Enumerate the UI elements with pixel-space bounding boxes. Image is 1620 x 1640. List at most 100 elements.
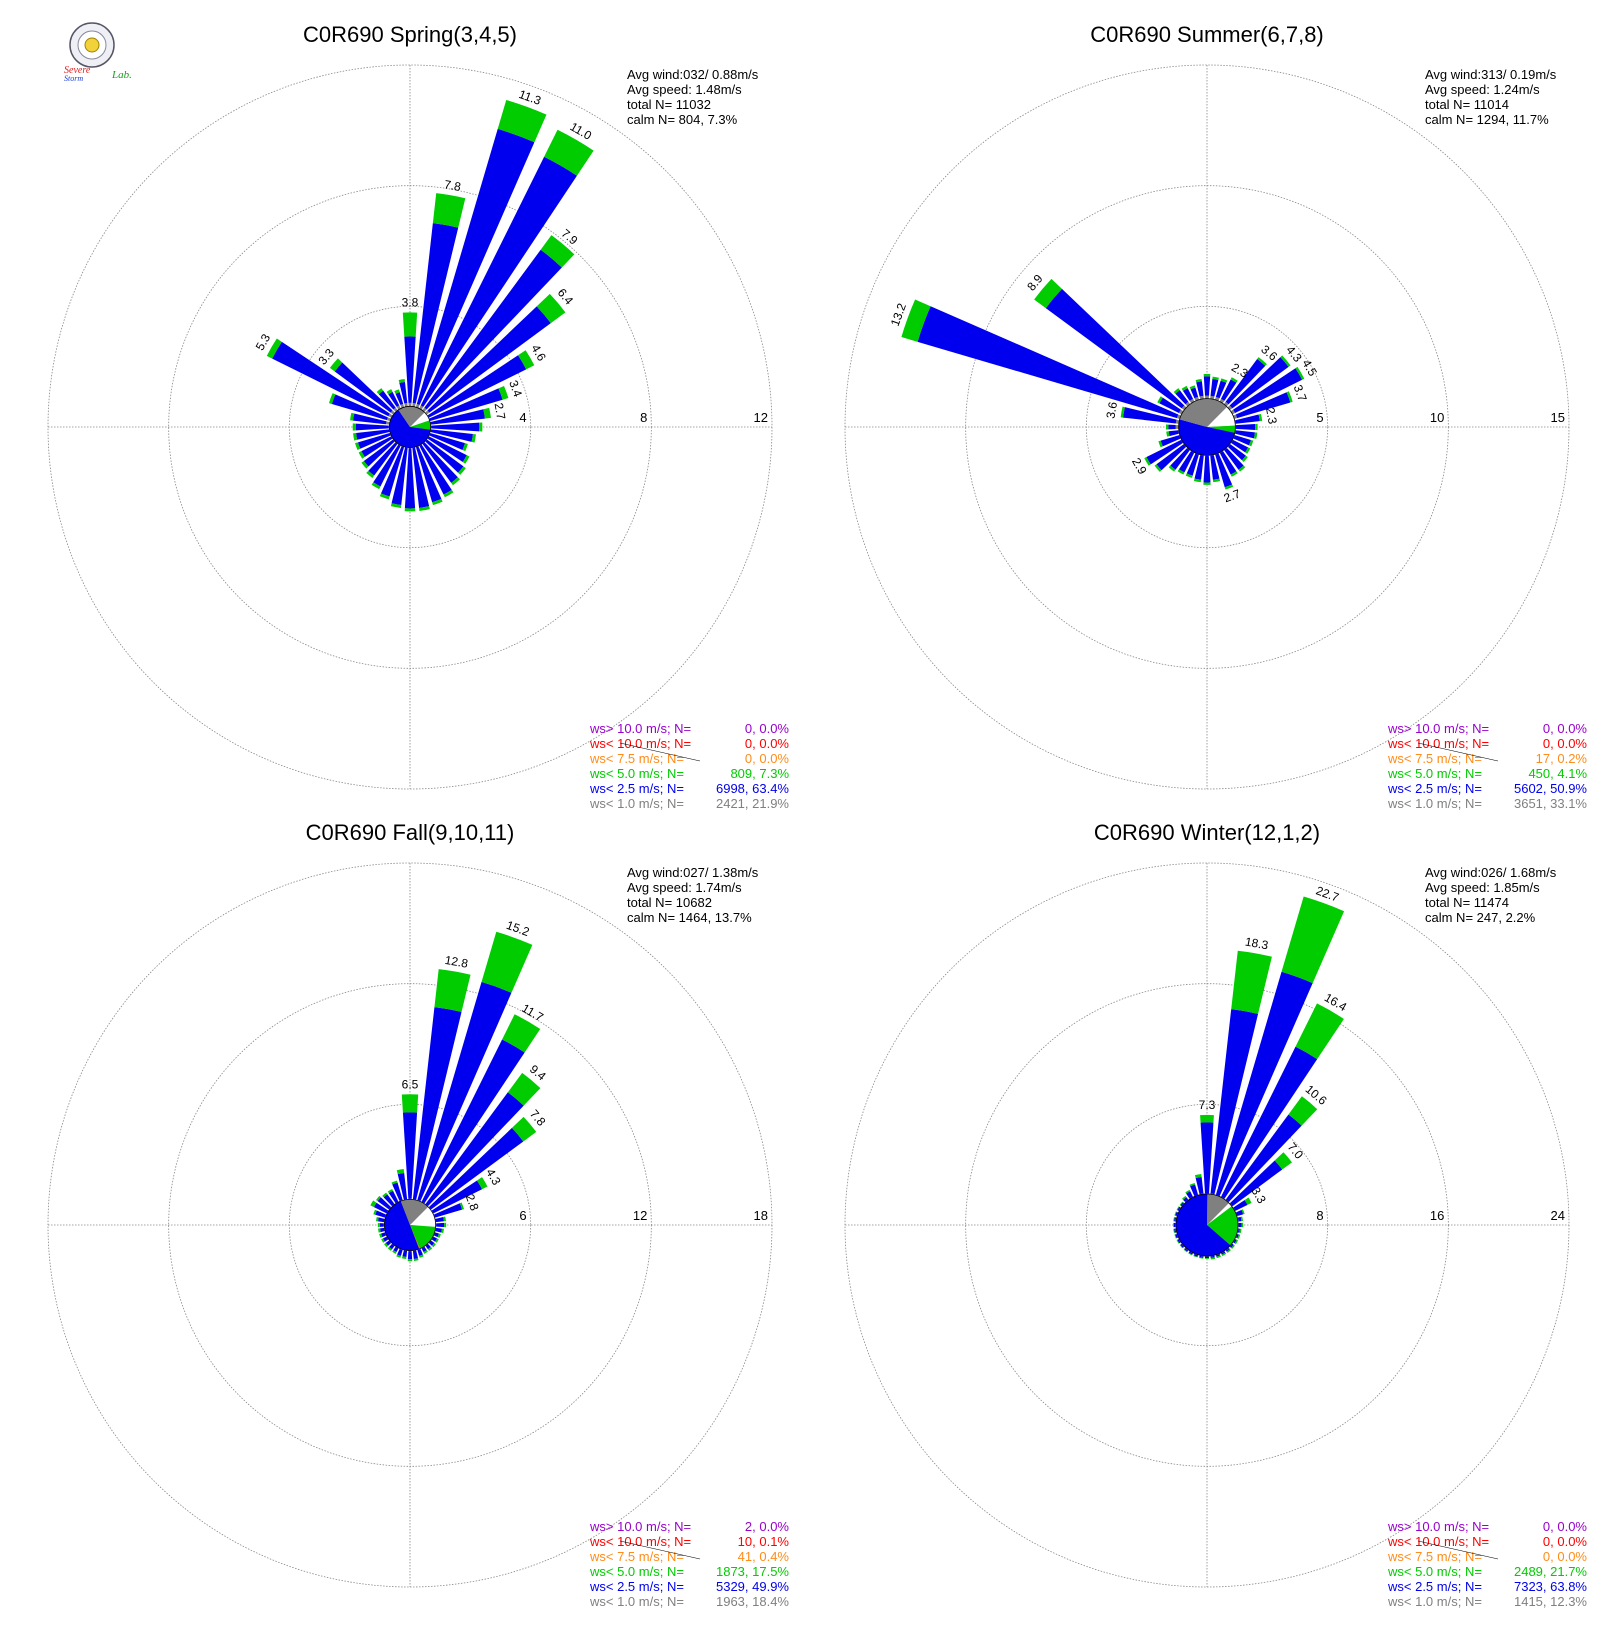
bar-segment-lt5: [1144, 457, 1151, 466]
legend-value: 0, 0.0%: [1543, 736, 1588, 751]
bar-segment-lt2_5: [1210, 1255, 1215, 1258]
bar-segment-lt5: [413, 1258, 419, 1261]
bar-segment-lt5: [387, 1188, 394, 1194]
bar-segment-lt5: [1212, 376, 1219, 381]
pie-slice-lt2_5: [389, 409, 431, 448]
bar-segment-lt2_5: [1160, 435, 1181, 447]
legend-label: ws> 10.0 m/s; N=: [589, 1519, 691, 1534]
bar-segment-lt2_5: [1188, 1251, 1193, 1255]
bar-segment-lt5: [1166, 431, 1170, 437]
bar-segment-lt2_5: [361, 436, 393, 458]
bar-segment-lt5: [1286, 391, 1293, 403]
windrose-panel-fall: C0R690 Fall(9,10,11) Avg wind:027/ 1.38m…: [47, 820, 790, 1609]
bar-segment-lt2_5: [1204, 1256, 1210, 1259]
bar-segment-lt5: [373, 1209, 377, 1215]
bar-segment-lt2_5: [389, 1243, 395, 1250]
bar-segment-lt2_5: [404, 336, 416, 403]
stat-total-n: total N= 11032: [627, 97, 711, 112]
bar-segment-lt5: [427, 1246, 433, 1251]
ring-label: 18: [754, 1208, 768, 1223]
bar-segment-lt2_5: [420, 156, 577, 407]
bar-segment-lt2_5: [1190, 387, 1199, 399]
bar-segment-lt5: [1183, 1249, 1188, 1253]
bar-segment-lt2_5: [1225, 359, 1266, 405]
bar-segment-lt2_5: [331, 394, 388, 421]
bar-segment-lt2_5: [1227, 444, 1246, 461]
bar-segment-lt5: [398, 379, 405, 384]
bar-segment-lt5: [1193, 1255, 1198, 1258]
legend-value: 17, 0.2%: [1536, 751, 1588, 766]
ring-label: 15: [1551, 410, 1565, 425]
bar-segment-lt5: [462, 455, 470, 464]
bar-segment-lt5: [434, 969, 471, 1012]
bar-segment-lt2_5: [427, 436, 467, 463]
bar-segment-lt2_5: [1146, 439, 1183, 465]
bar-segment-lt5: [1200, 1114, 1214, 1123]
bar-segment-lt5: [1165, 424, 1169, 430]
bar-segment-lt5: [1295, 1003, 1344, 1060]
legend-label: ws< 1.0 m/s; N=: [1387, 1594, 1482, 1609]
stat-total-n: total N= 10682: [627, 895, 712, 910]
bar-segment-lt2_5: [1220, 379, 1237, 401]
bar-segment-lt2_5: [379, 1223, 384, 1227]
bar-segment-lt2_5: [419, 444, 452, 495]
bar-segment-lt5: [518, 350, 535, 370]
legend-label: ws> 10.0 m/s; N=: [1387, 721, 1489, 736]
ring-label: 8: [1316, 1208, 1323, 1223]
legend-value: 0, 0.0%: [1543, 1549, 1588, 1564]
bar-segment-lt5: [507, 1072, 541, 1106]
ring-label: 24: [1551, 1208, 1565, 1223]
bar-segment-lt5: [498, 385, 509, 400]
bar-segment-lt2_5: [353, 413, 387, 425]
pie-slice-lt1: [400, 1199, 429, 1225]
legend-label: ws< 7.5 m/s; N=: [589, 751, 684, 766]
bar-segment-lt5: [396, 1169, 405, 1175]
bar-segment-lt5: [1241, 1209, 1245, 1215]
bar-segment-lt5: [1174, 1234, 1177, 1239]
bar-segment-lt2_5: [430, 409, 485, 425]
bar-segment-lt5: [366, 470, 375, 478]
bar-segment-lt5: [396, 1254, 401, 1258]
bar-segment-lt5: [376, 1195, 381, 1202]
bar-segment-lt2_5: [1210, 455, 1220, 480]
bar-segment-lt2_5: [1233, 1199, 1248, 1211]
bar-segment-lt5: [1212, 478, 1221, 483]
ring-label: 4: [519, 410, 526, 425]
bar-segment-lt5: [497, 99, 547, 143]
legend-value: 2, 0.0%: [745, 1519, 790, 1534]
bar-segment-lt2_5: [422, 442, 458, 483]
legend-value: 10, 0.1%: [738, 1534, 790, 1549]
legend-value: 0, 0.0%: [745, 751, 790, 766]
bar-segment-lt2_5: [435, 1216, 444, 1223]
legend-label: ws< 2.5 m/s; N=: [1387, 1579, 1482, 1594]
bar-segment-lt5: [1195, 379, 1202, 383]
bar-segment-lt2_5: [1235, 430, 1255, 439]
bar-segment-lt2_5: [1195, 1177, 1204, 1195]
bar-segment-lt5: [401, 1094, 419, 1113]
bar-segment-lt5: [536, 293, 566, 324]
pie-outline: [383, 1198, 437, 1252]
bar-segment-lt2_5: [1174, 1228, 1177, 1233]
bar-segment-lt2_5: [378, 1217, 385, 1223]
bar-segment-lt5: [1189, 385, 1196, 390]
bar-segment-lt5: [901, 299, 931, 342]
bar-segment-lt5: [437, 1233, 441, 1238]
panel-title: C0R690 Winter(12,1,2): [1094, 820, 1320, 845]
bar-segment-lt2_5: [1225, 1247, 1230, 1252]
bar-segment-lt5: [381, 1238, 385, 1243]
bar-segment-lt5: [1168, 465, 1176, 472]
bar-segment-lt5: [435, 1238, 439, 1243]
legend-value: 2489, 21.7%: [1514, 1564, 1587, 1579]
bar-segment-lt2_5: [1196, 381, 1204, 397]
pie-slice-calm: [410, 1206, 436, 1227]
bar-segment-lt5: [392, 1250, 397, 1254]
bar-segment-lt2_5: [417, 1248, 423, 1256]
bar-segment-lt2_5: [382, 1236, 389, 1242]
speed-legend: ws> 10.0 m/s; N= 0, 0.0% ws< 10.0 m/s; N= 0…: [589, 721, 789, 811]
pie-slice-lt2_5: [1175, 1193, 1231, 1257]
bar-segment-lt5: [1189, 1183, 1196, 1187]
bar-segment-lt2_5: [433, 1203, 463, 1218]
stat-avg-wind: Avg wind:026/ 1.68m/s: [1425, 865, 1557, 880]
windrose-panel-winter: C0R690 Winter(12,1,2) Avg wind:026/ 1.68…: [844, 820, 1588, 1609]
bar-segment-lt5: [1174, 1211, 1177, 1216]
